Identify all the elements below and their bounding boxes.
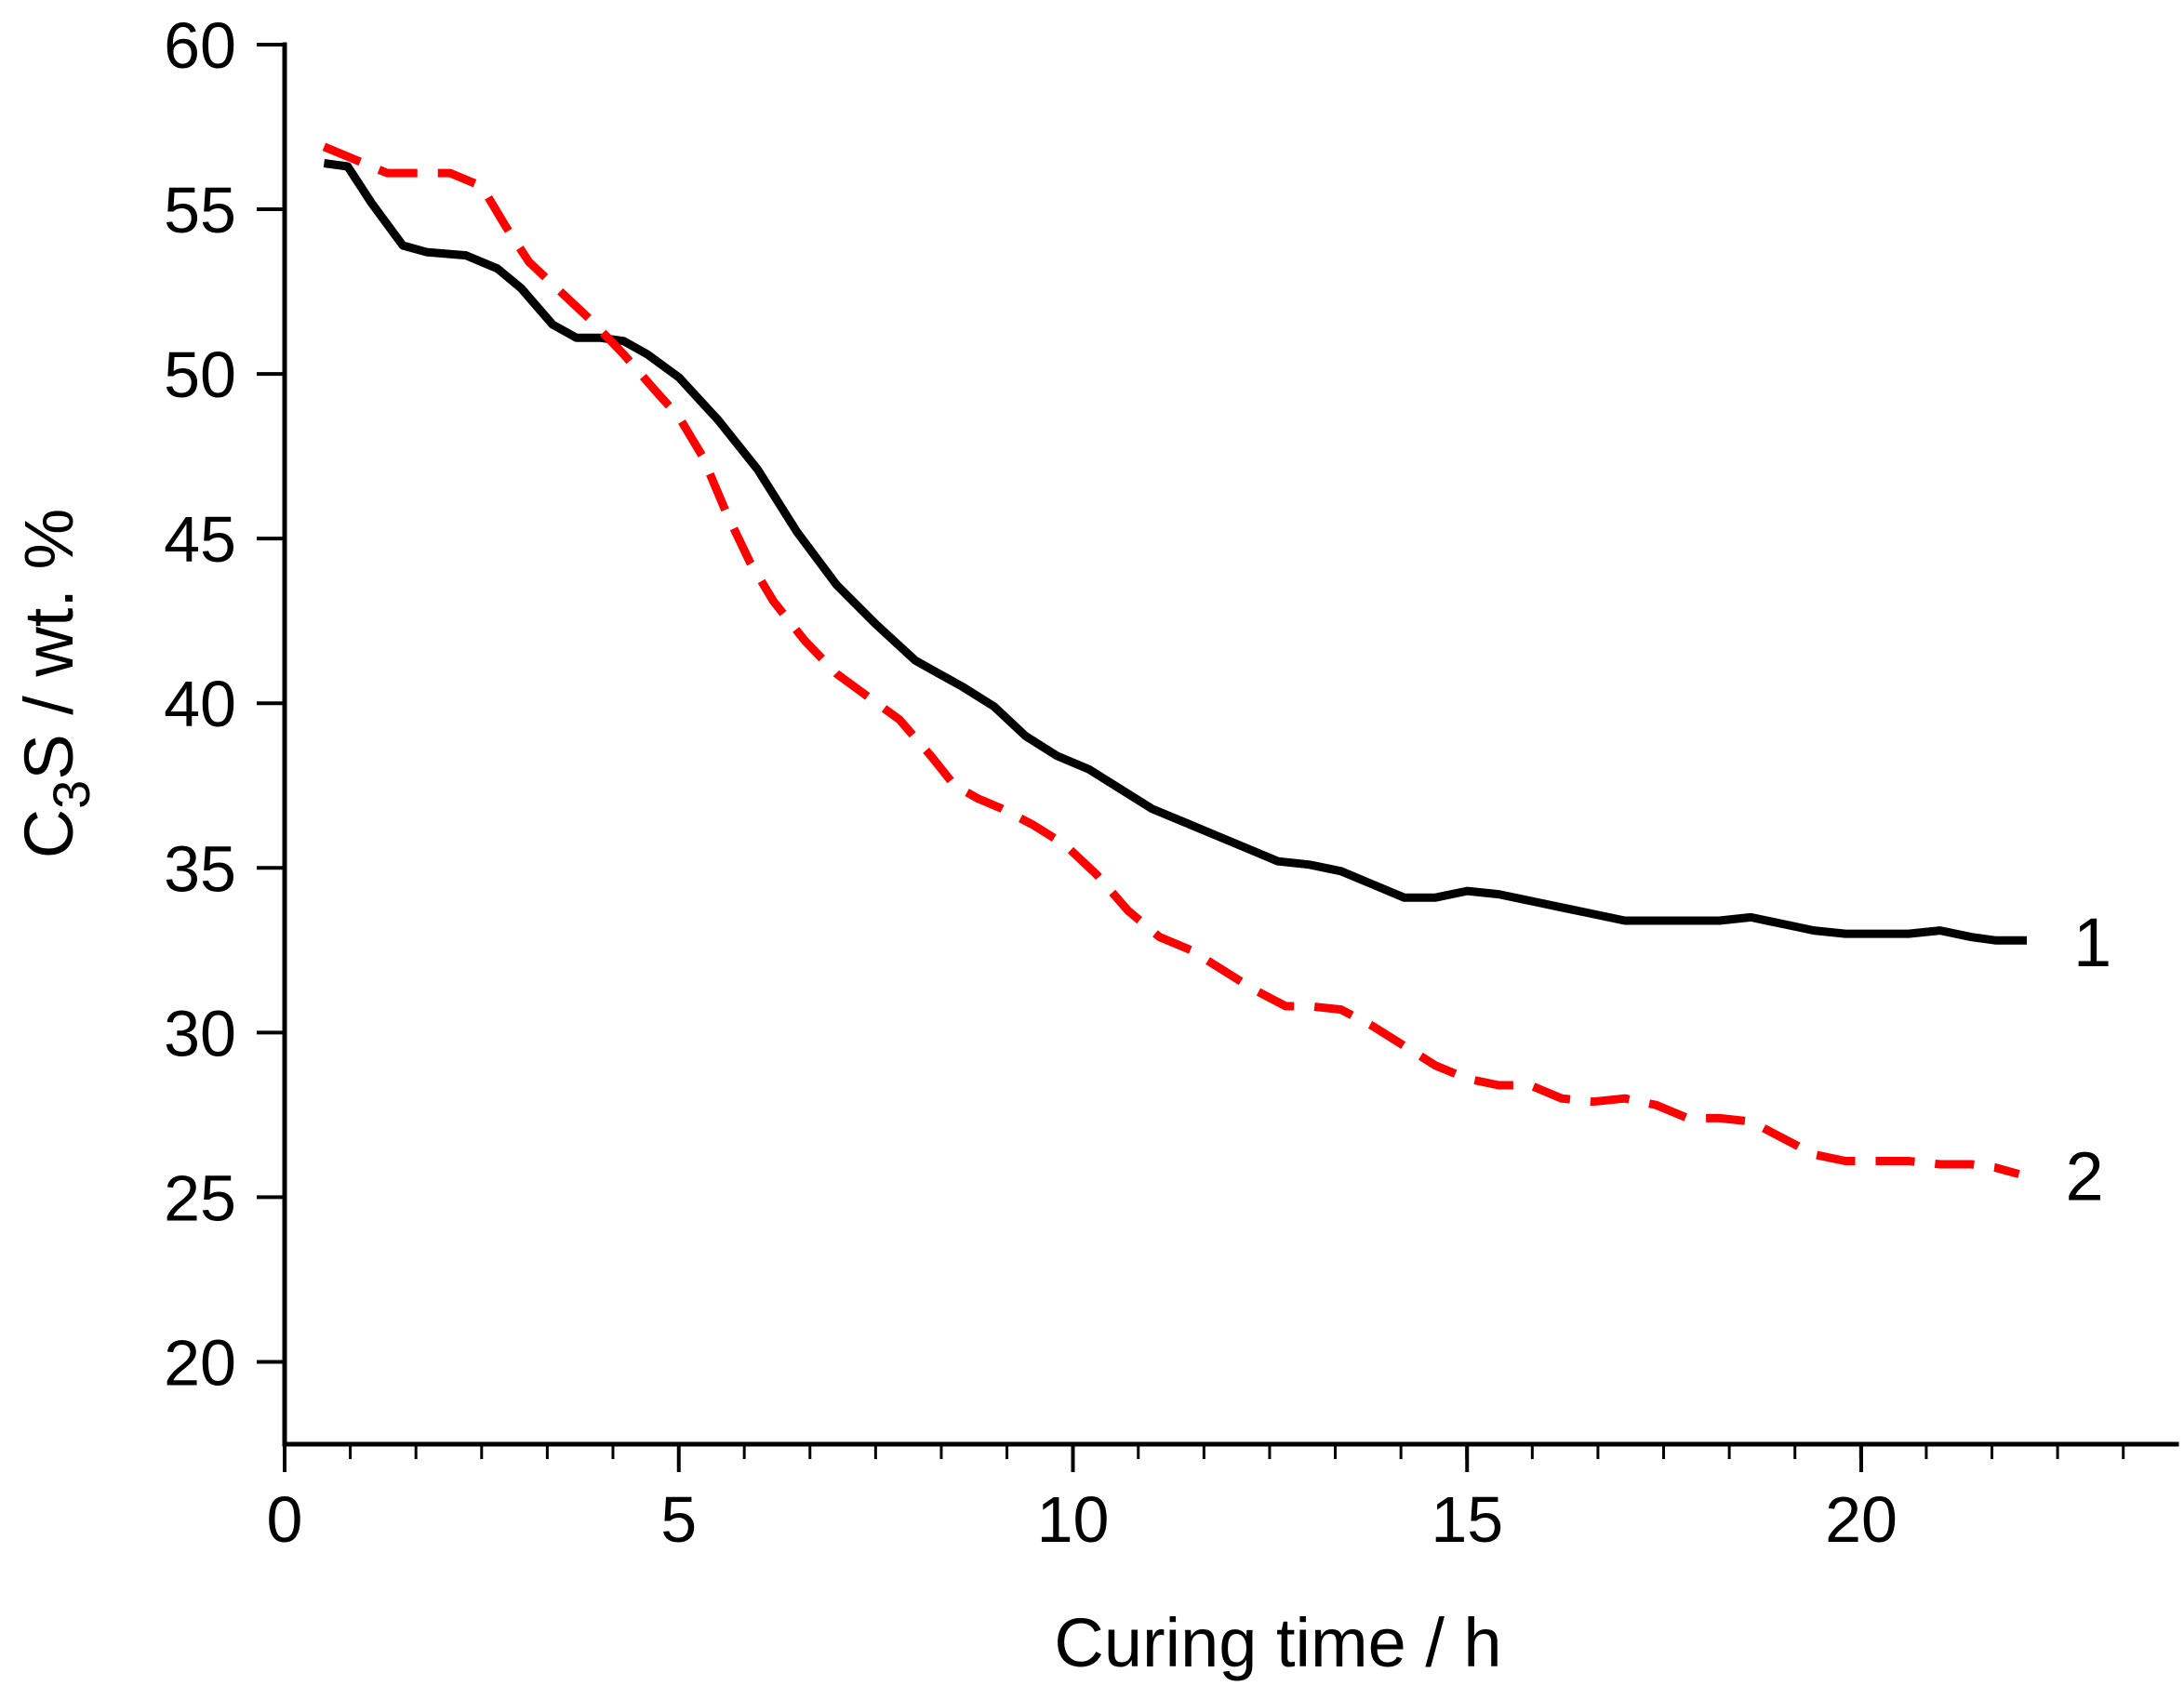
x-tick-label: 15 [1431,1483,1503,1556]
y-axis-title-subscript: 3 [42,780,100,809]
series-line-1 [323,159,2027,945]
x-axis-title: Curing time / h [1054,1604,1501,1681]
y-tick-label: 45 [164,503,236,576]
y-tick-label: 30 [164,997,236,1069]
series-layer [322,142,2027,1178]
y-tick-label: 20 [164,1326,236,1399]
x-tick-label: 10 [1037,1483,1110,1556]
series-labels: 12 [2066,904,2112,1215]
y-tick-label: 55 [164,174,236,246]
x-tick-label: 5 [660,1483,697,1556]
y-tick-label: 25 [164,1161,236,1234]
x-axis-tick-labels: 0 5 10 15 20 [267,1483,1898,1556]
y-axis-title-prefix: C [10,809,87,858]
y-axis-tick-labels: 20 25 30 35 40 45 50 55 60 [164,9,236,1399]
y-tick-label: 50 [164,338,236,411]
series-label-2: 2 [2066,1138,2104,1215]
y-axis-title: C3S / wt. % [10,509,100,859]
y-axis-ticks [257,43,285,1364]
series-label-1: 1 [2073,904,2111,981]
x-tick-label: 0 [267,1483,303,1556]
y-tick-label: 35 [164,832,236,905]
y-tick-label: 60 [164,9,236,82]
y-tick-label: 40 [164,668,236,740]
y-axis-title-suffix: S / wt. % [10,509,87,780]
x-axis-ticks [283,1444,2125,1472]
series-line-2 [322,142,2020,1178]
x-tick-label: 20 [1825,1483,1898,1556]
